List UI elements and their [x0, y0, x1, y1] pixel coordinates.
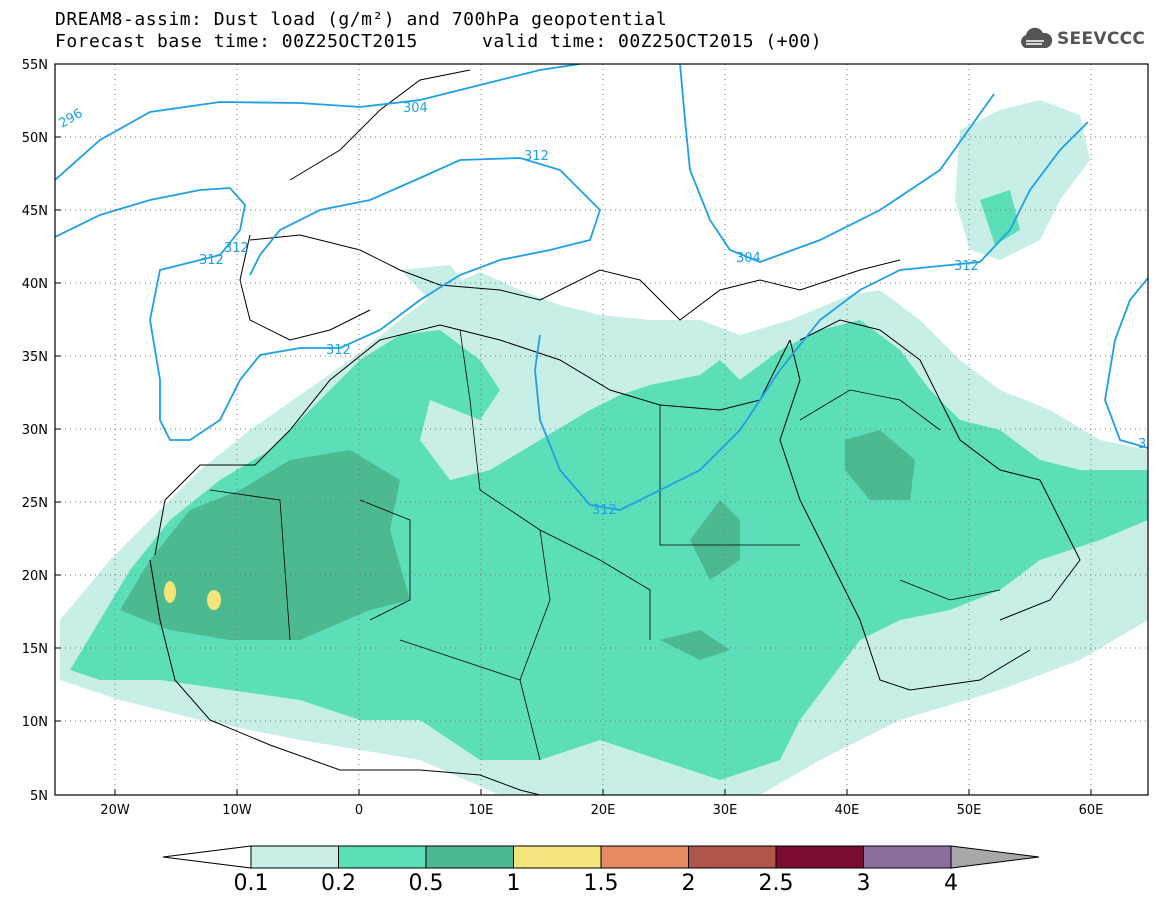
country-borders [209, 329, 1001, 761]
lat-label: 40N [22, 277, 48, 292]
lat-label: 25N [22, 496, 48, 511]
axis-ticks [55, 63, 1092, 796]
colorbar-segment [688, 845, 777, 869]
colorbar-segment [600, 845, 689, 869]
lat-label: 10N [22, 715, 48, 730]
lon-labels: 20W 10W 0 10E 20E 30E 40E 50E 60E [100, 803, 1103, 818]
lat-label: 20N [22, 569, 48, 584]
lat-labels: 55N 50N 45N 40N 35N 30N 25N 20N 15N 10N … [22, 58, 48, 804]
colorbar-label: 0.5 [408, 871, 444, 896]
cloud-logo-icon [1021, 27, 1053, 48]
lon-label: 20E [591, 803, 616, 818]
lat-label: 30N [22, 423, 48, 438]
colorbar-label: 2 [681, 871, 696, 896]
lat-label: 50N [22, 131, 48, 146]
dust-field-0.5 [120, 430, 915, 660]
contour-label: 312 [524, 149, 549, 164]
lon-label: 20W [100, 803, 130, 818]
contour-label: 304 [736, 251, 761, 266]
colorbar-label: 1 [506, 871, 521, 896]
contour-label: 312 [199, 253, 224, 268]
lon-label: 40E [835, 803, 860, 818]
lat-label: 55N [22, 58, 48, 73]
colorbar-label: 4 [944, 871, 958, 896]
lat-label: 15N [22, 642, 48, 657]
contour-labels: 296 304 312 312 312 312 304 312 312 3 [57, 101, 1147, 518]
logo-text: SEEVCCC [1057, 29, 1146, 49]
lon-label: 0 [355, 803, 363, 818]
lon-label: 10W [222, 803, 252, 818]
colorbar-label: 1.5 [583, 871, 619, 896]
lon-label: 60E [1079, 803, 1104, 818]
contour-label: 312 [954, 259, 979, 274]
contour-label: 312 [326, 343, 351, 358]
lon-label: 50E [957, 803, 982, 818]
lat-label: 5N [30, 789, 48, 804]
colorbar-label: 2.5 [758, 871, 794, 896]
contour-label: 304 [403, 101, 428, 116]
graticule [55, 64, 1148, 795]
colorbar-segment [425, 845, 514, 869]
colorbar-label: 3 [856, 871, 871, 896]
lat-label: 45N [22, 204, 48, 219]
colorbar-segment [513, 845, 602, 869]
colorbar-segment [250, 845, 339, 869]
dust-field-1 [164, 581, 221, 610]
colorbar-over-arrow [950, 845, 1040, 869]
coastlines [149, 69, 1081, 795]
colorbar-segment [775, 845, 864, 869]
contour-label: 312 [224, 241, 249, 256]
colorbar-label: 0.1 [233, 871, 269, 896]
forecast-base-time: Forecast base time: 00Z25OCT2015 [55, 31, 418, 52]
colorbar [162, 845, 1040, 869]
colorbar-under-arrow [162, 845, 252, 869]
colorbar-segment [863, 845, 952, 869]
seevccc-logo: SEEVCCC [1017, 26, 1145, 52]
colorbar-label: 0.2 [321, 871, 356, 896]
lon-label: 10E [469, 803, 494, 818]
map-title: DREAM8-assim: Dust load (g/m²) and 700hP… [55, 9, 668, 30]
geopotential-contours [55, 64, 1148, 511]
colorbar-segment [338, 845, 427, 869]
contour-label: 3 [1138, 437, 1146, 452]
lat-label: 35N [22, 350, 48, 365]
valid-time: valid time: 00Z25OCT2015 (+00) [482, 31, 823, 52]
contour-label: 312 [592, 503, 617, 518]
lon-label: 30E [713, 803, 738, 818]
